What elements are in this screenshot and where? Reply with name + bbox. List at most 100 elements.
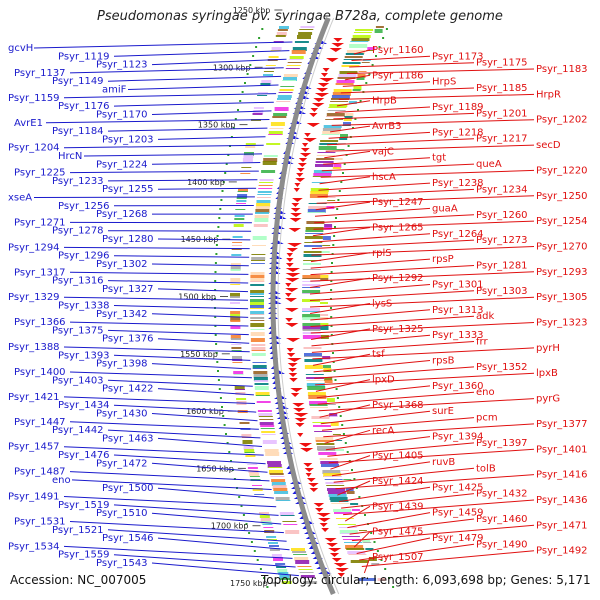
- kbp-tick-label: 1650 kbp: [196, 464, 234, 473]
- reverse-gene-label: pcm: [476, 413, 498, 424]
- cog-feature: [256, 197, 271, 198]
- cog-feature: [304, 365, 323, 369]
- cog-feature: [282, 80, 297, 81]
- reverse-gene: [331, 43, 345, 47]
- accession-label: Accession: NC_007005: [10, 573, 147, 587]
- forward-gene-label: Psyr_1491: [8, 492, 60, 503]
- cog-feature: [253, 107, 264, 109]
- reverse-gene-label: recA: [372, 425, 395, 436]
- cog-feature: [323, 368, 332, 372]
- reverse-gene: [287, 358, 302, 362]
- cog-feature: [243, 446, 254, 450]
- forward-gene-label: Psyr_1422: [102, 384, 154, 395]
- reverse-gene: [333, 38, 343, 42]
- reverse-gene: [306, 123, 320, 127]
- cog-feature: [279, 512, 294, 516]
- cog-feature: [357, 74, 366, 78]
- kbp-tick-label: 1300 kbp: [213, 63, 251, 72]
- cog-feature: [260, 425, 275, 427]
- forward-gene-label: Psyr_1225: [14, 168, 66, 179]
- reverse-gene: [294, 418, 307, 422]
- reverse-gene-label: Psyr_1490: [476, 539, 528, 550]
- cog-feature: [321, 251, 330, 253]
- reverse-gene-label: vajC: [372, 146, 394, 157]
- cog-feature: [230, 311, 241, 314]
- forward-gene-label: Psyr_1316: [52, 276, 104, 287]
- reverse-gene: [335, 568, 349, 572]
- cog-feature: [355, 29, 374, 31]
- cog-feature: [253, 377, 268, 381]
- cog-feature: [328, 107, 347, 108]
- cog-feature: [294, 557, 309, 561]
- cog-feature: [297, 566, 312, 567]
- cog-feature: [254, 380, 269, 382]
- cog-feature: [304, 359, 323, 362]
- cog-feature: [276, 101, 291, 102]
- reverse-gene: [315, 508, 324, 512]
- cog-feature: [254, 386, 269, 390]
- cog-feature: [251, 260, 265, 261]
- cog-feature: [259, 512, 269, 514]
- cog-feature: [278, 92, 293, 93]
- cog-feature: [269, 545, 279, 547]
- cog-feature: [239, 422, 250, 424]
- cog-feature: [351, 509, 360, 511]
- cog-feature: [245, 143, 256, 145]
- reverse-gene: [285, 298, 297, 302]
- forward-gene-label: Psyr_1376: [102, 334, 154, 345]
- forward-gene-label: Psyr_1184: [52, 126, 104, 137]
- cog-feature: [341, 470, 349, 471]
- reverse-gene: [300, 448, 314, 452]
- reverse-gene: [304, 133, 311, 137]
- forward-gene-label: Psyr_1327: [102, 284, 154, 295]
- cog-feature: [230, 263, 241, 267]
- cog-feature: [277, 95, 292, 98]
- reverse-gene: [314, 93, 330, 97]
- reverse-gene: [300, 148, 310, 152]
- cog-feature: [334, 440, 343, 441]
- cog-feature: [315, 437, 334, 441]
- cog-feature: [250, 314, 265, 315]
- map-title: Pseudomonas syringae pv. syringae B728a,…: [97, 9, 503, 24]
- cog-feature: [374, 29, 383, 33]
- cog-feature: [302, 284, 321, 286]
- cog-feature: [320, 140, 339, 142]
- forward-gene-label: Psyr_1170: [96, 110, 148, 121]
- cog-feature: [291, 50, 306, 54]
- cog-feature: [318, 146, 337, 150]
- reverse-gene: [306, 478, 316, 482]
- cog-feature: [255, 206, 270, 209]
- reverse-gene-label: Psyr_1471: [536, 520, 588, 531]
- cog-feature: [298, 569, 313, 570]
- cog-feature: [250, 332, 265, 336]
- reverse-gene-label: Psyr_1189: [432, 102, 484, 113]
- forward-gene-label: HrcN: [58, 151, 82, 162]
- cog-feature: [310, 407, 328, 408]
- reverse-gene-label: Psyr_1292: [372, 273, 424, 284]
- cog-feature: [230, 302, 240, 304]
- reverse-gene: [333, 563, 347, 567]
- cog-feature: [250, 338, 265, 342]
- forward-gene-label: Psyr_1342: [96, 309, 148, 320]
- cog-feature: [270, 476, 285, 477]
- cog-feature: [298, 32, 313, 35]
- reverse-gene: [292, 403, 305, 407]
- forward-gene-label: xseA: [8, 193, 32, 204]
- cog-feature: [259, 515, 270, 518]
- cog-feature: [250, 284, 265, 286]
- reverse-gene: [326, 58, 339, 62]
- cog-feature: [342, 539, 361, 540]
- cog-feature: [302, 308, 320, 312]
- reverse-gene: [313, 98, 325, 102]
- cog-feature: [268, 131, 283, 135]
- cog-feature: [235, 209, 246, 210]
- reverse-gene: [286, 353, 296, 357]
- cog-feature: [230, 266, 241, 270]
- cog-feature: [258, 416, 273, 417]
- cog-feature: [333, 164, 342, 168]
- cog-feature: [255, 209, 270, 213]
- cog-feature: [269, 473, 284, 475]
- cog-feature: [315, 161, 334, 163]
- cog-feature: [237, 191, 248, 192]
- cog-feature: [253, 368, 267, 369]
